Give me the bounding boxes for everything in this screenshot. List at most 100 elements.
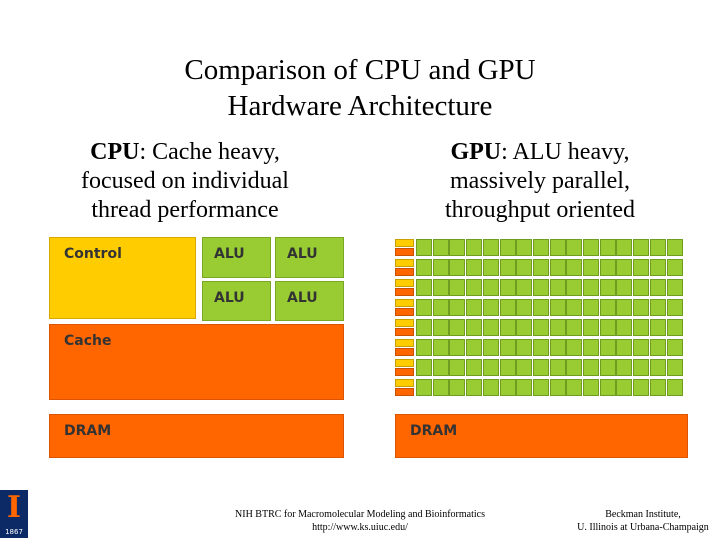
gpu-cache-unit <box>395 268 414 276</box>
gpu-alu-cell <box>499 379 516 396</box>
gpu-control-unit <box>395 379 414 387</box>
gpu-cache-unit <box>395 368 414 376</box>
gpu-alu-cell <box>616 279 633 296</box>
title-line-1: Comparison of CPU and GPU <box>184 54 536 86</box>
gpu-alu-cell <box>432 339 449 356</box>
gpu-control-unit <box>395 299 414 307</box>
gpu-alu-cell <box>583 359 599 376</box>
gpu-alu-cell <box>616 359 633 376</box>
gpu-alu-cell <box>482 259 499 276</box>
logo-letter: I <box>6 490 22 525</box>
gpu-alu-cell <box>649 239 666 256</box>
gpu-alu-cell <box>633 319 650 336</box>
gpu-alu-cell <box>499 299 516 316</box>
gpu-alu-cell <box>516 299 533 316</box>
gpu-alu-cell <box>449 259 466 276</box>
gpu-row <box>395 299 688 316</box>
gpu-alu-cell <box>649 299 666 316</box>
gpu-alu-cell <box>516 359 533 376</box>
gpu-alu-cell <box>549 279 566 296</box>
slide-title: Comparison of CPU and GPU Hardware Archi… <box>0 52 720 124</box>
gpu-alu-cell <box>416 319 432 336</box>
gpu-caption: GPU: ALU heavy, massively parallel, thro… <box>392 138 688 225</box>
cpu-alu-label: ALU <box>214 246 245 262</box>
gpu-alu-cell <box>583 239 599 256</box>
gpu-alu-cell <box>466 259 483 276</box>
gpu-alu-cell <box>616 339 633 356</box>
gpu-alu-cell <box>532 299 549 316</box>
gpu-alu-cell <box>449 239 466 256</box>
gpu-control-unit <box>395 239 414 247</box>
gpu-alu-cell <box>432 239 449 256</box>
gpu-alu-cell <box>633 359 650 376</box>
gpu-alu-cell <box>466 279 483 296</box>
logo-year: 1867 <box>5 528 23 536</box>
gpu-alu-cell <box>599 299 616 316</box>
gpu-alu-cell <box>432 359 449 376</box>
gpu-alu-cell <box>599 379 616 396</box>
gpu-alu-cell <box>449 299 466 316</box>
cpu-alu-block: ALU <box>275 237 344 278</box>
gpu-cache-unit <box>395 348 414 356</box>
gpu-alu-cell <box>466 359 483 376</box>
gpu-alu-cell <box>416 279 432 296</box>
cpu-alu-label: ALU <box>287 290 318 306</box>
gpu-alu-cell <box>532 379 549 396</box>
gpu-alu-cell <box>466 319 483 336</box>
gpu-alu-cell <box>449 379 466 396</box>
gpu-control-unit <box>395 259 414 267</box>
cpu-dram-block: DRAM <box>49 414 344 458</box>
gpu-alu-cell <box>566 359 583 376</box>
gpu-alu-cell <box>449 339 466 356</box>
gpu-alu-cell <box>416 339 432 356</box>
cpu-dram-label: DRAM <box>64 423 112 439</box>
gpu-cache-unit <box>395 388 414 396</box>
gpu-alu-cell <box>649 319 666 336</box>
gpu-alu-cell <box>566 299 583 316</box>
gpu-alu-cell <box>666 239 683 256</box>
gpu-core-grid <box>395 239 688 399</box>
gpu-alu-cell <box>566 319 583 336</box>
gpu-dram-label: DRAM <box>410 423 458 439</box>
gpu-alu-cell <box>532 319 549 336</box>
gpu-alu-cell <box>449 319 466 336</box>
gpu-alu-cell <box>633 299 650 316</box>
cpu-alu-block: ALU <box>202 237 271 278</box>
gpu-alu-cell <box>566 339 583 356</box>
gpu-alu-cell <box>666 279 683 296</box>
gpu-alu-cell <box>583 339 599 356</box>
gpu-cache-unit <box>395 308 414 316</box>
gpu-alu-cell <box>666 339 683 356</box>
gpu-alu-cell <box>666 359 683 376</box>
gpu-alu-cell <box>549 299 566 316</box>
gpu-alu-cell <box>499 239 516 256</box>
gpu-alu-cell <box>449 359 466 376</box>
gpu-alu-cell <box>583 379 599 396</box>
gpu-control-unit <box>395 319 414 327</box>
gpu-alu-cell <box>566 379 583 396</box>
gpu-alu-cell <box>482 339 499 356</box>
gpu-alu-cell <box>416 379 432 396</box>
gpu-alu-cell <box>666 299 683 316</box>
gpu-alu-cell <box>666 259 683 276</box>
gpu-control-unit <box>395 359 414 367</box>
gpu-alu-cell <box>432 379 449 396</box>
gpu-alu-cell <box>516 259 533 276</box>
cpu-caption-line1: : Cache heavy, <box>139 139 280 165</box>
gpu-alu-cell <box>583 259 599 276</box>
gpu-alu-cell <box>466 239 483 256</box>
gpu-alu-cell <box>633 279 650 296</box>
gpu-alu-cell <box>599 279 616 296</box>
gpu-alu-cell <box>416 359 432 376</box>
gpu-alu-cell <box>516 279 533 296</box>
cpu-caption-line2: focused on individual <box>81 168 289 194</box>
cpu-caption-bold: CPU <box>90 139 140 165</box>
cpu-caption-line3: thread performance <box>91 197 279 223</box>
gpu-alu-cell <box>599 239 616 256</box>
gpu-alu-cell <box>549 319 566 336</box>
footer-right: Beckman Institute, U. Illinois at Urbana… <box>560 508 720 534</box>
cpu-alu-label: ALU <box>214 290 245 306</box>
cpu-alu-block: ALU <box>202 281 271 321</box>
gpu-control-unit <box>395 279 414 287</box>
gpu-alu-cell <box>432 259 449 276</box>
